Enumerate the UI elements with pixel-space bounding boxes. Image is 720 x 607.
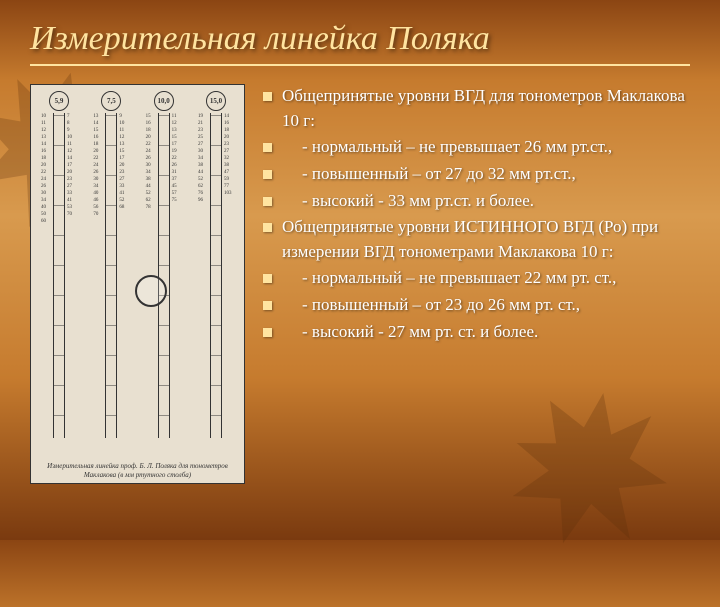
- line-text: - нормальный – не превышает 26 мм рт.ст.…: [282, 135, 612, 160]
- bullet-line: - повышенный – от 23 до 26 мм рт. ст.,: [263, 293, 690, 318]
- line-text: - высокий - 27 мм рт. ст. и более.: [282, 320, 538, 345]
- line-text: Общепринятые уровни ВГД для тонометров М…: [282, 84, 690, 133]
- bullet-line: - высокий - 27 мм рт. ст. и более.: [263, 320, 690, 345]
- bullet-icon: [263, 328, 272, 337]
- scale-numbers: 131415161820222426303440465670: [93, 113, 103, 438]
- bullet-line: - повышенный – от 27 до 32 мм рт.ст.,: [263, 162, 690, 187]
- line-text: - высокий - 33 мм рт.ст. и более.: [282, 189, 534, 214]
- bullet-icon: [263, 92, 272, 101]
- line-text: Общепринятые уровни ИСТИННОГО ВГД (Ро) п…: [282, 215, 690, 264]
- content-area: 5,9 10111213141618202224263034405060 789…: [30, 84, 690, 484]
- bullet-icon: [263, 223, 272, 232]
- scale-numbers: 11121315171922263137455775: [172, 113, 182, 438]
- scale-numbers: 789101112141720232733415370: [67, 113, 77, 438]
- ruler-head: 10,0: [154, 91, 174, 111]
- bullet-line: Общепринятые уровни ИСТИННОГО ВГД (Ро) п…: [263, 215, 690, 264]
- scale-numbers: 910111213151720232733415268: [119, 113, 129, 438]
- bullet-icon: [263, 143, 272, 152]
- scale-numbers: 19212325273034384452627696: [198, 113, 208, 438]
- ruler-scale: [158, 113, 170, 438]
- line-text: - повышенный – от 27 до 32 мм рт.ст.,: [282, 162, 576, 187]
- ruler-figure: 5,9 10111213141618202224263034405060 789…: [30, 84, 245, 484]
- slide-title: Измерительная линейка Поляка: [30, 20, 690, 66]
- ruler-head: 15,0: [206, 91, 226, 111]
- bullet-list: Общепринятые уровни ВГД для тонометров М…: [263, 84, 690, 484]
- ruler-head: 7,5: [101, 91, 121, 111]
- bullet-icon: [263, 301, 272, 310]
- ruler-scale: [210, 113, 222, 438]
- magnifier-icon: [135, 275, 167, 307]
- bullet-icon: [263, 197, 272, 206]
- ruler-head: 5,9: [49, 91, 69, 111]
- ruler-scale: [105, 113, 117, 438]
- bullet-line: - нормальный – не превышает 26 мм рт.ст.…: [263, 135, 690, 160]
- line-text: - нормальный – не превышает 22 мм рт. ст…: [282, 266, 616, 291]
- bullet-line: - нормальный – не превышает 22 мм рт. ст…: [263, 266, 690, 291]
- ruler-scale: [53, 113, 65, 438]
- bullet-icon: [263, 274, 272, 283]
- bullet-icon: [263, 170, 272, 179]
- bullet-line: Общепринятые уровни ВГД для тонометров М…: [263, 84, 690, 133]
- line-text: - повышенный – от 23 до 26 мм рт. ст.,: [282, 293, 580, 318]
- scale-numbers: 1416182023273238475977103: [224, 113, 234, 438]
- bullet-line: - высокий - 33 мм рт.ст. и более.: [263, 189, 690, 214]
- slide: Измерительная линейка Поляка 5,9 1011121…: [0, 0, 720, 540]
- ruler-caption: Измерительная линейка проф. Б. Л. Поляка…: [35, 462, 240, 479]
- scale-numbers: 10111213141618202224263034405060: [41, 113, 51, 438]
